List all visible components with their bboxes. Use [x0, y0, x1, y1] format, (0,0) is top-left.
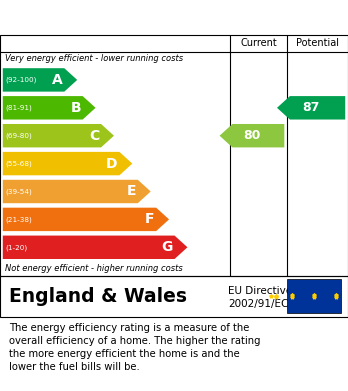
Polygon shape: [3, 208, 169, 231]
Text: C: C: [89, 129, 99, 143]
Text: B: B: [70, 101, 81, 115]
Text: (21-38): (21-38): [6, 216, 32, 222]
Polygon shape: [3, 180, 151, 203]
Text: (55-68): (55-68): [6, 160, 32, 167]
Text: A: A: [52, 73, 63, 87]
Polygon shape: [277, 96, 345, 120]
Text: 87: 87: [302, 101, 320, 114]
Text: Not energy efficient - higher running costs: Not energy efficient - higher running co…: [5, 264, 183, 273]
Text: Current: Current: [240, 38, 277, 48]
Polygon shape: [3, 68, 77, 91]
Text: E: E: [127, 185, 136, 199]
Text: D: D: [106, 157, 118, 170]
Text: (81-91): (81-91): [6, 104, 32, 111]
Text: 80: 80: [243, 129, 261, 142]
Text: Very energy efficient - lower running costs: Very energy efficient - lower running co…: [5, 54, 183, 63]
Polygon shape: [220, 124, 284, 147]
Polygon shape: [3, 124, 114, 147]
Text: Energy Efficiency Rating: Energy Efficiency Rating: [9, 11, 230, 26]
Text: G: G: [161, 240, 173, 254]
Polygon shape: [3, 96, 96, 120]
Text: (1-20): (1-20): [6, 244, 28, 251]
Text: (69-80): (69-80): [6, 133, 32, 139]
Text: England & Wales: England & Wales: [9, 287, 187, 306]
Text: The energy efficiency rating is a measure of the
overall efficiency of a home. T: The energy efficiency rating is a measur…: [9, 323, 260, 372]
Text: Potential: Potential: [296, 38, 339, 48]
Polygon shape: [3, 235, 188, 259]
Text: EU Directive: EU Directive: [228, 286, 292, 296]
Text: F: F: [145, 212, 155, 226]
Text: (39-54): (39-54): [6, 188, 32, 195]
Text: 2002/91/EC: 2002/91/EC: [228, 299, 288, 308]
Text: (92-100): (92-100): [6, 77, 37, 83]
Bar: [287, 279, 341, 314]
Polygon shape: [3, 152, 132, 175]
